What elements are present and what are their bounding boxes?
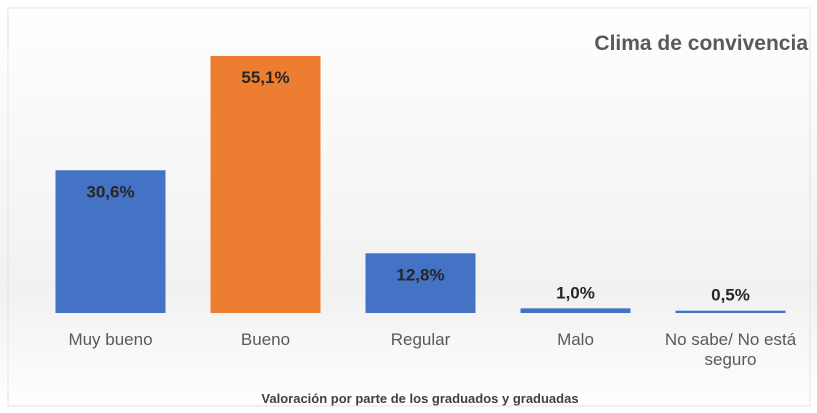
x-tick-label: Regular [390,330,451,349]
data-label: 1,0% [556,283,595,302]
x-tick-label: No sabe/ No está seguro [664,330,797,369]
x-tick-label: Malo [557,330,594,349]
bar [675,310,786,313]
bar [520,308,631,313]
bar [210,56,321,313]
bar [55,170,166,313]
x-tick-label: Muy bueno [68,330,153,349]
data-label: 30,6% [86,182,134,201]
frame [7,7,811,407]
chart-title: Clima de convivencia [594,32,808,55]
x-tick-label: Bueno [240,330,291,349]
bar [365,253,476,313]
data-label: 0,5% [711,286,750,305]
x-axis-label: Valoración por parte de los graduados y … [261,391,578,406]
data-label: 12,8% [396,265,444,284]
data-label: 55,1% [241,68,289,87]
